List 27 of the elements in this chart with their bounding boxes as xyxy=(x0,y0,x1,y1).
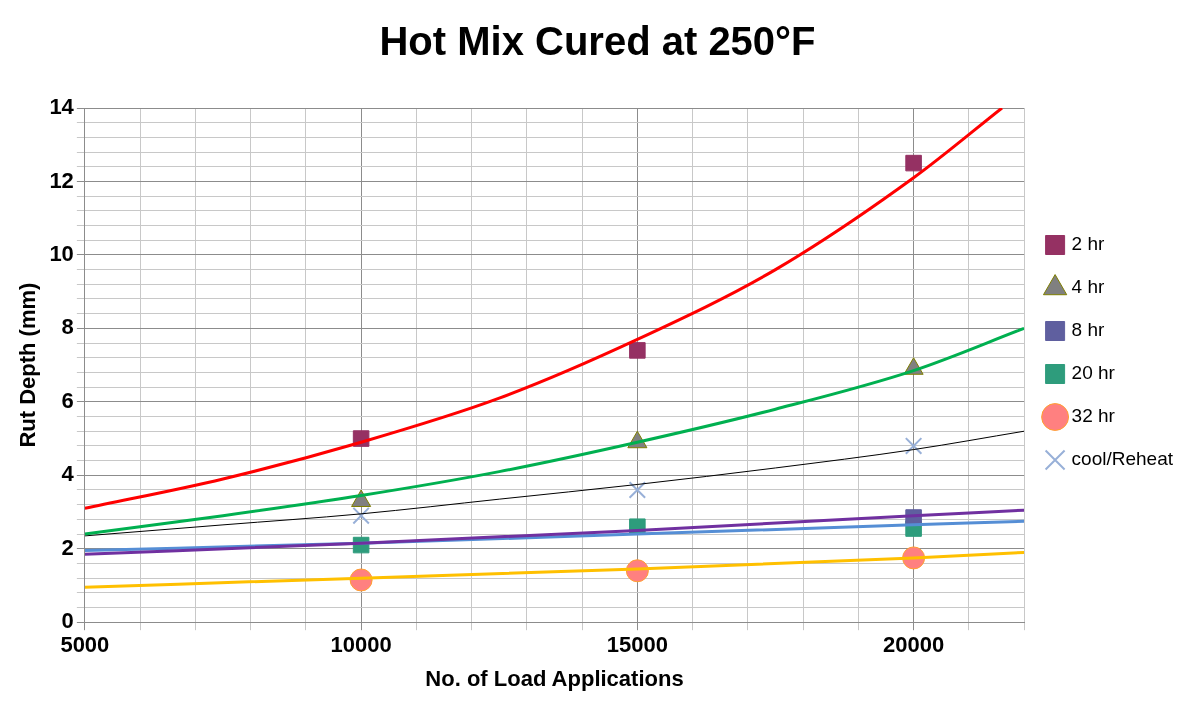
x-axis-title: No. of Load Applications xyxy=(425,665,684,691)
y-tick-label: 2 xyxy=(61,534,74,560)
legend-label: 32 hr xyxy=(1071,405,1116,427)
legend-label: 2 hr xyxy=(1071,233,1106,255)
y-tick-label: 0 xyxy=(61,608,74,634)
y-tick-label: 14 xyxy=(49,94,75,120)
y-tick-label: 4 xyxy=(61,461,75,487)
y-tick-label: 6 xyxy=(61,387,74,413)
point xyxy=(352,506,370,525)
point xyxy=(629,342,646,359)
x-tick-label: 15000 xyxy=(606,632,668,658)
point xyxy=(628,481,647,499)
y-tick-label: 12 xyxy=(49,167,74,193)
x-tick-label: 20000 xyxy=(883,632,945,658)
y-axis-title: Rut Depth (mm) xyxy=(15,282,41,448)
legend-label: 20 hr xyxy=(1071,362,1116,384)
point xyxy=(904,437,923,455)
x-tick-label: 5000 xyxy=(60,632,110,658)
legend-label: 4 hr xyxy=(1071,276,1106,298)
y-tick-label: 10 xyxy=(49,240,74,266)
y-tick-label: 8 xyxy=(61,314,74,340)
x-tick-label: 10000 xyxy=(330,632,392,658)
point xyxy=(905,154,922,172)
legend-label: 8 hr xyxy=(1071,319,1106,341)
chart-title: Hot Mix Cured at 250°F xyxy=(379,19,816,64)
line-series xyxy=(84,108,1004,510)
legend-label: cool/Reheat xyxy=(1071,448,1174,470)
